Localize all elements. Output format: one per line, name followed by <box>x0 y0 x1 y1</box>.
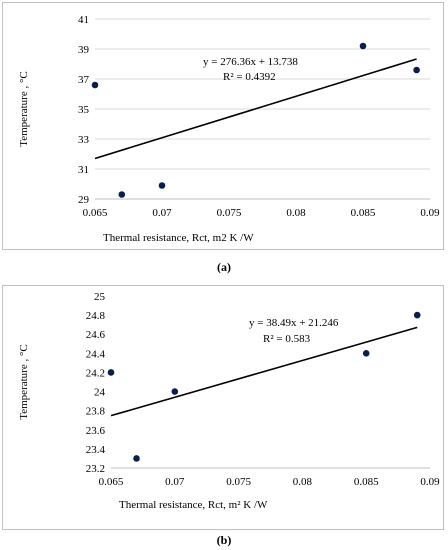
chart-a-xtick-label-0: 0.065 <box>83 207 108 219</box>
chart-b-point-4 <box>413 311 421 319</box>
chart-a-ytick-label-3: 35 <box>78 104 90 116</box>
chart-b-point-1 <box>133 455 140 462</box>
chart-b-ytick-label-4: 24 <box>94 387 106 399</box>
chart-panel-b: 23.2 23.4 23.6 23.8 24 24.2 24.4 24.6 24.8 25 0.06… <box>2 285 444 530</box>
caption-a: (a) <box>0 260 448 275</box>
chart-a-point-1 <box>118 191 126 198</box>
chart-b-ytick-label-9: 25 <box>94 291 106 303</box>
chart-a-ytick-label-0: 29 <box>78 194 90 206</box>
chart-a-ytick-label-6: 41 <box>78 14 89 26</box>
chart-b-trendline <box>110 326 418 417</box>
chart-a-ytick-label-1: 31 <box>78 164 89 176</box>
chart-a-r2-label: R² = 0.4392 <box>223 71 276 83</box>
chart-b-xtick-label-3: 0.08 <box>293 476 313 488</box>
chart-b-svg: 23.2 23.4 23.6 23.8 24 24.2 24.4 24.6 24.8 25 0.06… <box>18 291 440 511</box>
chart-b-ytick-label-2: 23.6 <box>86 425 106 437</box>
chart-a-xtick-label-4: 0.085 <box>351 207 376 219</box>
chart-a-xtick-label-3: 0.08 <box>286 207 306 219</box>
chart-b-equation-label: y = 38.49x + 21.246 <box>249 317 339 329</box>
chart-a-y-axis-label: Temperature , °C <box>18 71 30 146</box>
chart-a-point-4 <box>413 66 420 74</box>
chart-b-ytick-label-0: 23.2 <box>86 463 105 475</box>
chart-b-xtick-label-1: 0.07 <box>165 476 185 488</box>
chart-b-xtick-label-0: 0.065 <box>99 476 124 488</box>
chart-a-point-3 <box>359 42 367 50</box>
chart-a-trendline <box>94 58 417 160</box>
chart-a-xtick-label-2: 0.075 <box>217 207 242 219</box>
caption-b-label: (b) <box>216 533 232 547</box>
chart-a-point-0 <box>91 81 99 89</box>
chart-b-point-0 <box>107 369 115 376</box>
chart-b-point-2 <box>171 388 179 395</box>
chart-b-xtick-label-5: 0.09 <box>420 476 440 488</box>
chart-panel-a: 29 31 33 35 37 39 41 0.065 0.07 0.075 0.08 0.085 0.0… <box>2 2 444 250</box>
chart-a-equation-label: y = 276.36x + 13.738 <box>203 56 298 68</box>
chart-b-xtick-label-2: 0.075 <box>226 476 251 488</box>
chart-b-xtick-label-4: 0.085 <box>354 476 379 488</box>
chart-a-ytick-label-5: 39 <box>78 44 90 56</box>
chart-a-svg: 29 31 33 35 37 39 41 0.065 0.07 0.075 0.08 0.085 0.0… <box>18 14 440 244</box>
chart-b-point-3 <box>362 350 370 357</box>
chart-b-ytick-label-5: 24.2 <box>86 367 105 379</box>
caption-a-label: (a) <box>217 260 231 274</box>
chart-b-y-axis-label: Temperature , °C <box>18 344 30 419</box>
chart-b-r2-label: R² = 0.583 <box>263 333 311 345</box>
chart-b-ytick-label-3: 23.8 <box>86 406 106 418</box>
chart-b-ytick-label-1: 23.4 <box>86 444 106 456</box>
chart-a-ytick-label-4: 37 <box>78 74 90 86</box>
caption-b: (b) <box>0 533 448 548</box>
chart-a-ytick-label-2: 33 <box>78 134 90 146</box>
chart-a-xtick-label-5: 0.09 <box>420 207 440 219</box>
chart-b-ytick-label-7: 24.6 <box>86 329 106 341</box>
chart-b-ytick-label-6: 24.4 <box>86 348 106 360</box>
chart-a-point-2 <box>158 182 166 189</box>
chart-a-x-axis-label: Thermal resistance, Rct, m2 K /W <box>103 232 254 244</box>
chart-b-ytick-label-8: 24.8 <box>86 310 106 322</box>
chart-b-x-axis-label: Thermal resistance, Rct, m² K /W <box>119 499 268 511</box>
chart-a-xtick-label-1: 0.07 <box>152 207 172 219</box>
